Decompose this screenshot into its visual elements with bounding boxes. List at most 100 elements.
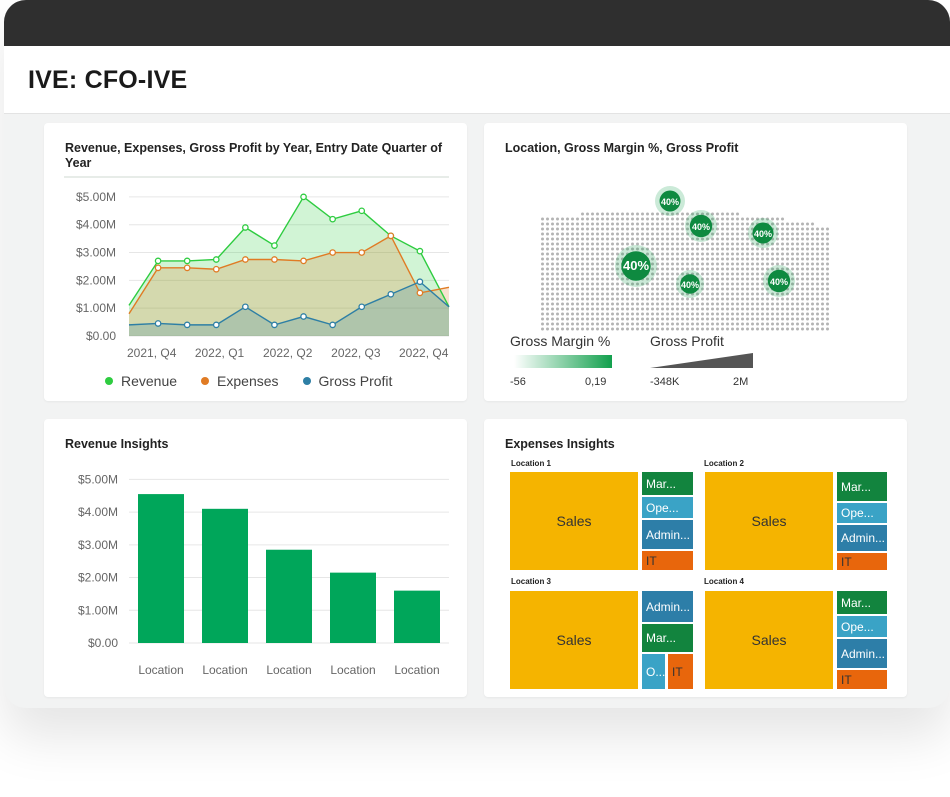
location-bubble[interactable] [767, 269, 791, 293]
bar[interactable] [394, 590, 440, 643]
data-point[interactable] [416, 247, 424, 255]
map-dot [701, 312, 704, 316]
data-point[interactable] [358, 303, 366, 311]
data-point[interactable] [212, 321, 220, 329]
map-dot [821, 317, 824, 321]
location-bubble[interactable] [621, 251, 651, 281]
map-dot [746, 272, 749, 276]
map-dot [776, 297, 779, 301]
bar-chart[interactable]: $0.00 $1.00M $2.00M $3.00M $4.00M $5.00M Locat… [44, 419, 467, 697]
map-dot [606, 242, 609, 246]
map-dot [696, 302, 699, 306]
map-dot [671, 307, 674, 311]
data-point[interactable] [416, 289, 424, 297]
treemap-cell-it[interactable]: IT [837, 553, 887, 570]
map-dot [806, 277, 809, 281]
map-card[interactable]: Location, Gross Margin %, Gross Profit 4… [484, 123, 907, 401]
treemap-cell-sales[interactable]: Sales [510, 591, 638, 689]
map-dot [616, 232, 619, 236]
treemap-cell-marketing[interactable]: Mar... [837, 591, 887, 614]
data-point[interactable] [300, 257, 307, 265]
bar[interactable] [202, 508, 248, 643]
map-dot [801, 327, 804, 331]
map-dot [611, 217, 614, 221]
data-point[interactable] [358, 249, 366, 256]
map-dot [581, 287, 584, 291]
data-point[interactable] [242, 303, 249, 311]
map-dot [726, 327, 729, 331]
map-dot [681, 327, 684, 331]
data-point[interactable] [416, 278, 424, 286]
treemap-cell-operations[interactable]: Ope... [642, 497, 693, 518]
data-point[interactable] [183, 257, 191, 265]
map-dot [721, 297, 724, 301]
treemap-cell-marketing[interactable]: Mar... [642, 472, 693, 495]
map-dot [606, 297, 609, 301]
map-dot [786, 312, 789, 316]
data-point[interactable] [212, 256, 220, 263]
data-point[interactable] [183, 264, 191, 272]
bar[interactable] [138, 494, 184, 643]
treemap-cell-admin[interactable]: Admin... [642, 591, 693, 622]
bar[interactable] [330, 572, 376, 643]
map-dot [721, 322, 724, 326]
treemap-cell-admin[interactable]: Admin... [837, 525, 887, 551]
map-dot [576, 267, 579, 271]
map-dot [741, 237, 744, 241]
map-dot [746, 222, 749, 226]
data-point[interactable] [387, 290, 395, 298]
world-map[interactable]: 40% 40% 40% 40% 40% 40% [484, 153, 907, 353]
data-point[interactable] [329, 321, 336, 329]
location-bubble[interactable] [659, 190, 681, 212]
line-chart-card[interactable]: Revenue, Expenses, Gross Profit by Year,… [44, 123, 467, 401]
treemap-cell-sales[interactable]: Sales [705, 591, 833, 689]
data-point[interactable] [154, 264, 162, 272]
map-dot [796, 272, 799, 276]
data-point[interactable] [271, 321, 278, 329]
location-bubble[interactable] [752, 222, 774, 244]
treemap-cell-it[interactable]: IT [668, 654, 693, 689]
data-point[interactable] [300, 313, 307, 320]
map-dot [721, 232, 724, 236]
treemap-cell-operations[interactable]: Ope... [837, 616, 887, 637]
treemap-cell-admin[interactable]: Admin... [642, 520, 693, 549]
data-point[interactable] [271, 256, 278, 263]
treemap-card[interactable]: Expenses Insights Location 1 Sales Mar..… [484, 419, 907, 697]
treemap-cell-sales[interactable]: Sales [510, 472, 638, 570]
data-point[interactable] [242, 224, 249, 231]
data-point[interactable] [358, 207, 366, 215]
data-point[interactable] [271, 242, 278, 249]
treemap-cell-admin[interactable]: Admin... [837, 639, 887, 668]
map-dot [796, 307, 799, 311]
data-point[interactable] [300, 193, 307, 201]
map-dot [686, 212, 689, 216]
treemap-cell-marketing[interactable]: Mar... [642, 624, 693, 652]
bar-chart-card[interactable]: Revenue Insights $0.00 $1.00M $2.00M $3.00M… [44, 419, 467, 697]
bar[interactable] [266, 549, 312, 643]
treemap-cell-sales[interactable]: Sales [705, 472, 833, 570]
map-dot [566, 322, 569, 326]
map-dot [731, 282, 734, 286]
data-point[interactable] [154, 320, 162, 327]
data-point[interactable] [329, 249, 336, 256]
treemap-cell-marketing[interactable]: Mar... [837, 472, 887, 501]
location-bubble[interactable] [680, 274, 700, 294]
legend-item-expenses[interactable]: Expenses [201, 373, 279, 389]
legend-item-gross-profit[interactable]: Gross Profit [302, 373, 392, 389]
map-dot [716, 222, 719, 226]
legend-item-revenue[interactable]: Revenue [105, 373, 177, 389]
line-chart[interactable]: $0.00 $1.00M $2.00M $3.00M $4.00M $5.00M 2021,… [44, 123, 467, 401]
data-point[interactable] [212, 265, 220, 273]
treemap-cell-it[interactable]: IT [837, 670, 887, 689]
map-dot [636, 242, 639, 246]
treemap-cell-it[interactable]: IT [642, 551, 693, 570]
data-point[interactable] [329, 215, 336, 223]
data-point[interactable] [154, 257, 162, 265]
map-dot [646, 302, 649, 306]
location-bubble[interactable] [689, 214, 713, 238]
data-point[interactable] [242, 256, 249, 263]
treemap-cell-operations[interactable]: Ope... [837, 503, 887, 523]
data-point[interactable] [183, 321, 191, 329]
treemap-cell-operations[interactable]: O... [642, 654, 665, 689]
data-point[interactable] [387, 232, 395, 240]
